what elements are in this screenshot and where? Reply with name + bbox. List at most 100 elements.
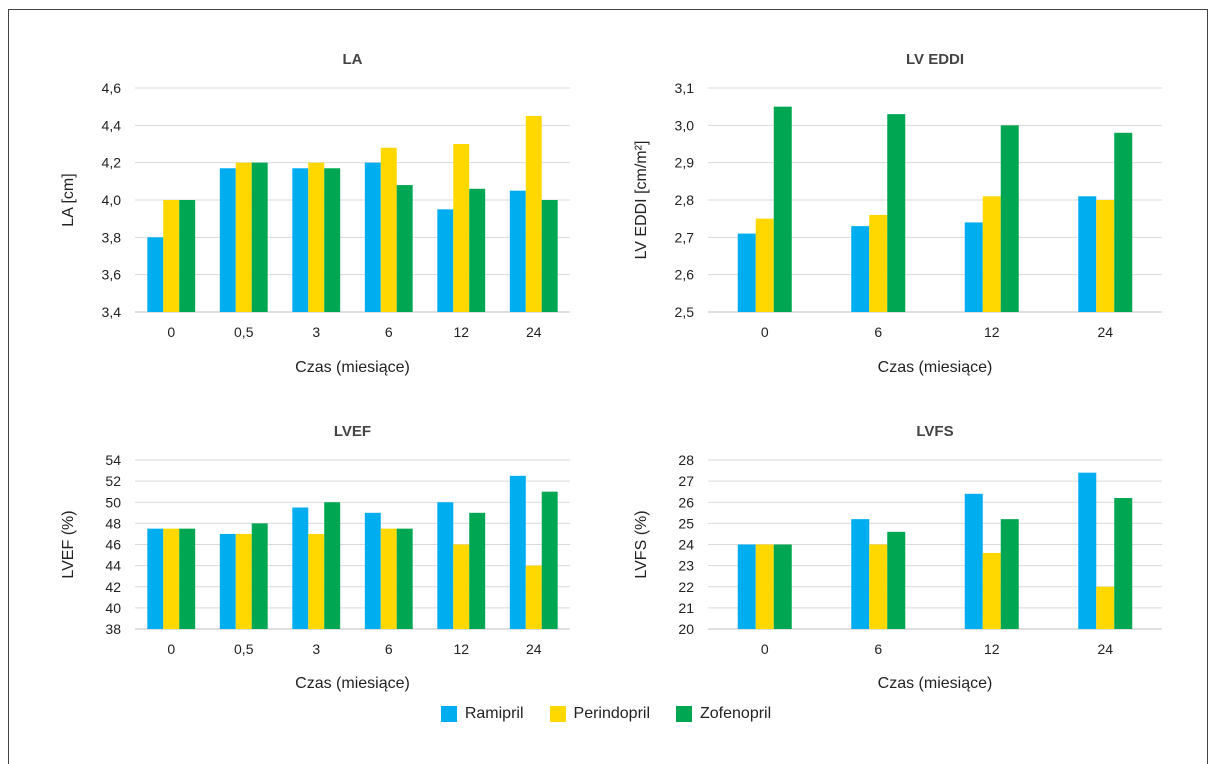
bar-zofenopril <box>251 162 268 312</box>
bar-ramipril <box>737 544 756 629</box>
y-tick-label: 26 <box>678 494 694 510</box>
chart-lvef: LVEF 38 40 42 44 46 48 50 52 54 0 0,5 3 6 12 24 Czas (mi… <box>60 423 570 692</box>
bar-perindopril <box>235 533 252 629</box>
y-tick-label: 3,4 <box>102 304 122 320</box>
chart-title: LV EDDI <box>906 51 964 68</box>
y-tick-label: 23 <box>678 558 694 574</box>
y-tick-label: 3,0 <box>675 117 695 133</box>
bar-ramipril <box>364 512 381 629</box>
bar-zofenopril <box>1114 132 1133 312</box>
y-tick-label: 40 <box>105 600 121 616</box>
x-tick-label: 3 <box>312 641 320 657</box>
x-tick-label: 24 <box>526 641 542 657</box>
y-tick-label: 22 <box>678 579 694 595</box>
bar-zofenopril <box>469 188 486 312</box>
y-axis-title: LV EDDI [cm/m²] <box>633 141 650 260</box>
bar-perindopril <box>1096 586 1115 629</box>
x-tick-label: 12 <box>453 641 469 657</box>
bar-ramipril <box>737 233 756 312</box>
bar-zofenopril <box>324 502 341 629</box>
bar-perindopril <box>453 144 470 312</box>
y-tick-label: 38 <box>105 621 121 637</box>
x-axis-title: Czas (miesiące) <box>878 359 993 376</box>
y-tick-label: 4,4 <box>102 117 122 133</box>
chart-lv-eddi: LV EDDI 2,5 2,6 2,7 2,8 2,9 3,0 3,1 0 6 12 24 Czas (… <box>633 51 1162 376</box>
x-axis-title: Czas (miesiące) <box>878 675 993 692</box>
bar-perindopril <box>163 528 180 629</box>
chart-title: LVFS <box>916 423 953 440</box>
y-tick-label: 46 <box>105 537 121 553</box>
bar-ramipril <box>219 168 236 312</box>
bar-perindopril <box>982 196 1001 312</box>
x-tick-label: 3 <box>312 324 320 340</box>
bar-zofenopril <box>1000 519 1019 629</box>
bar-zofenopril <box>324 168 341 312</box>
legend: Ramipril Perindopril Zofenopril <box>0 705 1212 723</box>
y-tick-label: 2,9 <box>675 155 695 171</box>
bar-ramipril <box>292 507 309 629</box>
x-axis-title: Czas (miesiące) <box>295 359 410 376</box>
y-tick-label: 2,7 <box>675 229 695 245</box>
bar-zofenopril <box>469 512 486 629</box>
legend-item-ramipril: Ramipril <box>440 705 524 723</box>
bar-perindopril <box>453 544 470 629</box>
bar-zofenopril <box>1114 498 1133 629</box>
bar-zofenopril <box>251 523 268 629</box>
bar-ramipril <box>1078 472 1097 629</box>
y-tick-label: 2,8 <box>675 192 695 208</box>
x-tick-label: 0 <box>761 641 769 657</box>
y-tick-label: 50 <box>105 494 121 510</box>
figure-frame <box>8 9 1208 764</box>
y-axis-title: LVEF (%) <box>60 510 77 578</box>
chart-title: LA <box>343 51 363 68</box>
y-tick-label: 44 <box>105 558 121 574</box>
bar-perindopril <box>235 162 252 312</box>
bar-perindopril <box>163 200 180 312</box>
bar-zofenopril <box>773 544 792 629</box>
y-tick-label: 3,8 <box>102 229 122 245</box>
bar-ramipril <box>964 222 983 312</box>
x-tick-label: 0 <box>167 641 175 657</box>
bar-zofenopril <box>541 491 558 629</box>
legend-swatch-perindopril <box>549 706 566 722</box>
x-tick-label: 24 <box>1097 641 1113 657</box>
y-tick-label: 20 <box>678 621 694 637</box>
x-tick-label: 0,5 <box>234 641 254 657</box>
bar-zofenopril <box>1000 125 1019 312</box>
y-tick-label: 4,0 <box>102 192 122 208</box>
bar-perindopril <box>380 147 397 312</box>
bar-ramipril <box>437 209 454 312</box>
bar-ramipril <box>364 162 381 312</box>
y-tick-label: 48 <box>105 515 121 531</box>
bar-zofenopril <box>887 114 906 312</box>
x-tick-label: 6 <box>874 641 882 657</box>
bar-perindopril <box>525 565 542 629</box>
y-tick-label: 4,6 <box>102 80 122 96</box>
legend-item-zofenopril: Zofenopril <box>676 705 771 723</box>
bar-perindopril <box>982 552 1001 629</box>
y-tick-label: 42 <box>105 579 121 595</box>
chart-lvfs: LVFS 20 21 22 23 24 25 26 27 28 0 6 12 24 Czas (miesią… <box>633 423 1162 692</box>
y-tick-label: 25 <box>678 515 694 531</box>
bar-perindopril <box>755 544 774 629</box>
x-tick-label: 6 <box>385 324 393 340</box>
bar-perindopril <box>755 218 774 312</box>
x-tick-label: 12 <box>984 324 1000 340</box>
bar-ramipril <box>851 226 870 312</box>
bar-perindopril <box>869 544 888 629</box>
bar-zofenopril <box>179 528 196 629</box>
bar-ramipril <box>509 190 526 312</box>
chart-la: LA 3,4 3,6 3,8 4,0 4,2 4,4 4,6 0 0,5 3 6 12 24 Czas (m… <box>60 51 570 376</box>
bar-perindopril <box>308 162 325 312</box>
y-axis-title: LVFS (%) <box>633 510 650 578</box>
legend-label-zofenopril: Zofenopril <box>700 705 772 722</box>
x-tick-label: 24 <box>1097 324 1113 340</box>
y-tick-label: 54 <box>105 452 121 468</box>
x-tick-label: 0 <box>167 324 175 340</box>
x-tick-label: 24 <box>526 324 542 340</box>
bar-perindopril <box>380 528 397 629</box>
y-tick-label: 27 <box>678 473 694 489</box>
x-tick-label: 0 <box>761 324 769 340</box>
bar-ramipril <box>1078 196 1097 312</box>
